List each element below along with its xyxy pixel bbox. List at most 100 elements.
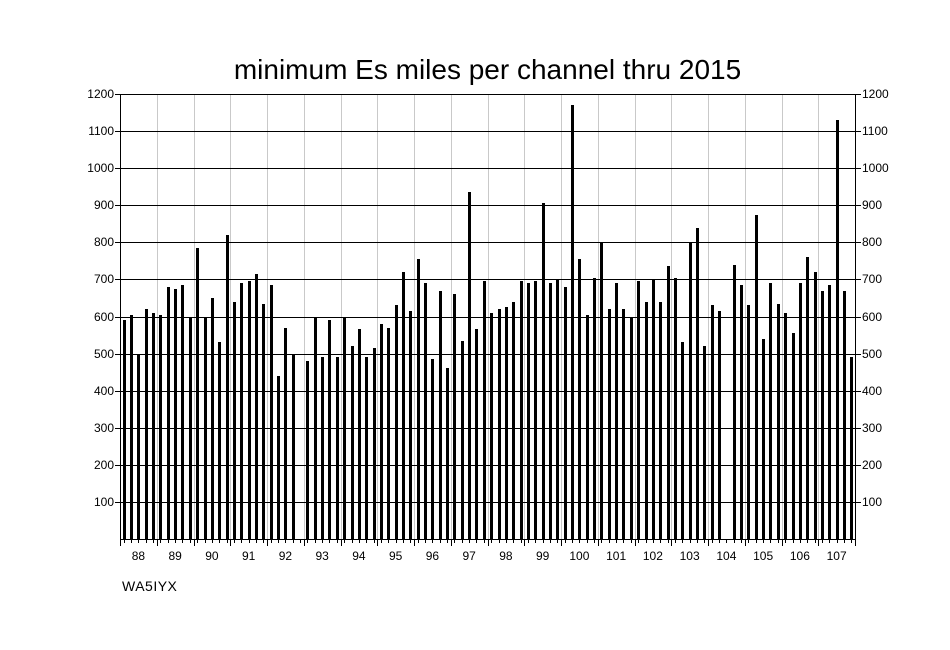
chart-title: minimum Es miles per channel thru 2015 [233,54,742,85]
x-axis-label-100: 100 [569,549,590,563]
y-axis-label-left-400: 400 [93,383,114,398]
x-tick-bar [256,540,257,543]
bar-106-4 [806,257,809,539]
x-tick-boundary [781,540,783,546]
x-tick-bar [168,540,169,543]
x-tick-boundary [414,540,415,546]
x-tick-bar [726,540,727,543]
bar-101-5 [630,316,633,539]
x-tick-bar [609,540,610,543]
x-tick-bar [763,540,764,543]
x-tick-bar [425,540,426,543]
x-tick-bar [565,540,566,543]
bar-94-4 [365,357,368,539]
x-axis-label-106: 106 [789,549,810,563]
y-axis-label-left-600: 600 [93,309,114,324]
x-tick-bar [594,540,595,543]
x-axis-label-90: 90 [205,549,219,563]
bar-99-4 [549,283,552,539]
bar-95-3 [395,305,398,539]
bar-101-1 [600,242,603,539]
x-tick-bar [528,540,529,543]
x-tick-bar [484,540,485,543]
x-tick-bar [462,540,463,543]
bar-107-5 [850,357,853,539]
bar-97-2 [461,340,464,539]
y-axis-left [120,94,121,540]
bar-89-3 [174,288,177,539]
bar-90-1 [196,247,199,539]
x-axis-label-98: 98 [499,549,513,563]
bar-88-4 [145,309,148,539]
bar-97-5 [483,281,486,539]
x-tick-bar [344,540,345,543]
h-gridline-300 [120,427,855,429]
x-tick-bar [249,540,250,543]
x-tick-boundary [524,540,526,546]
x-tick-bar [366,540,367,543]
bar-91-5 [262,303,265,539]
y-tick-left [115,353,120,355]
bar-103-4 [696,227,699,539]
y-axis-label-left-100: 100 [93,494,114,509]
y-tick-right [856,242,861,244]
x-tick-bar [719,540,720,543]
x-tick-bar [352,540,353,543]
x-tick-bar [396,540,397,543]
h-gridline-1000 [120,168,855,170]
x-tick-bar [293,540,294,543]
bar-107-2 [828,284,831,539]
bar-105-2 [755,214,758,539]
x-axis-label-92: 92 [278,549,293,563]
y-tick-right [856,390,861,392]
x-tick-boundary [671,540,673,546]
bar-102-1 [637,281,640,539]
bar-104-5 [740,284,743,539]
y-tick-left [115,501,120,503]
bar-98-2 [498,309,501,539]
y-tick-right [856,205,861,207]
bar-99-2 [534,281,537,539]
bar-98-5 [520,281,523,539]
bar-105-5 [777,303,780,539]
x-tick-bar [381,540,382,543]
y-tick-right [856,316,861,318]
bar-103-5 [703,346,706,539]
x-tick-bar [432,540,433,543]
x-tick-bar [646,540,647,543]
x-tick-bar [212,540,213,543]
y-tick-left [115,205,120,207]
bar-101-4 [622,309,625,539]
x-tick-boundary [156,540,158,546]
y-tick-right [856,464,861,466]
bar-106-3 [799,283,802,539]
x-tick-bar [197,540,198,543]
x-tick-bar [601,540,602,543]
y-tick-left [115,242,120,244]
y-axis-label-left-500: 500 [93,346,114,361]
bar-92-1 [270,284,273,539]
x-tick-bar [807,540,808,543]
x-tick-boundary [377,540,379,546]
x-tick-bar [631,540,632,543]
x-axis-label-99: 99 [535,549,550,563]
bar-107-3 [836,119,839,539]
x-tick-bar [131,540,132,543]
x-tick-bar [785,540,786,543]
x-tick-bar [175,540,176,543]
x-tick-boundary [744,540,746,546]
x-tick-bar [388,540,389,543]
y-tick-right [856,427,861,429]
x-axis-label-96: 96 [425,549,440,563]
y-tick-left [115,279,120,281]
x-tick-bar [668,540,669,543]
x-tick-bar [800,540,801,543]
bar-104-2 [718,310,721,539]
x-tick-bar [307,540,308,543]
x-tick-bar [550,540,551,543]
x-tick-bar [793,540,794,543]
x-tick-bar [579,540,580,543]
x-tick-boundary [597,540,599,546]
bar-88-2 [130,314,133,539]
x-tick-bar [160,540,161,543]
